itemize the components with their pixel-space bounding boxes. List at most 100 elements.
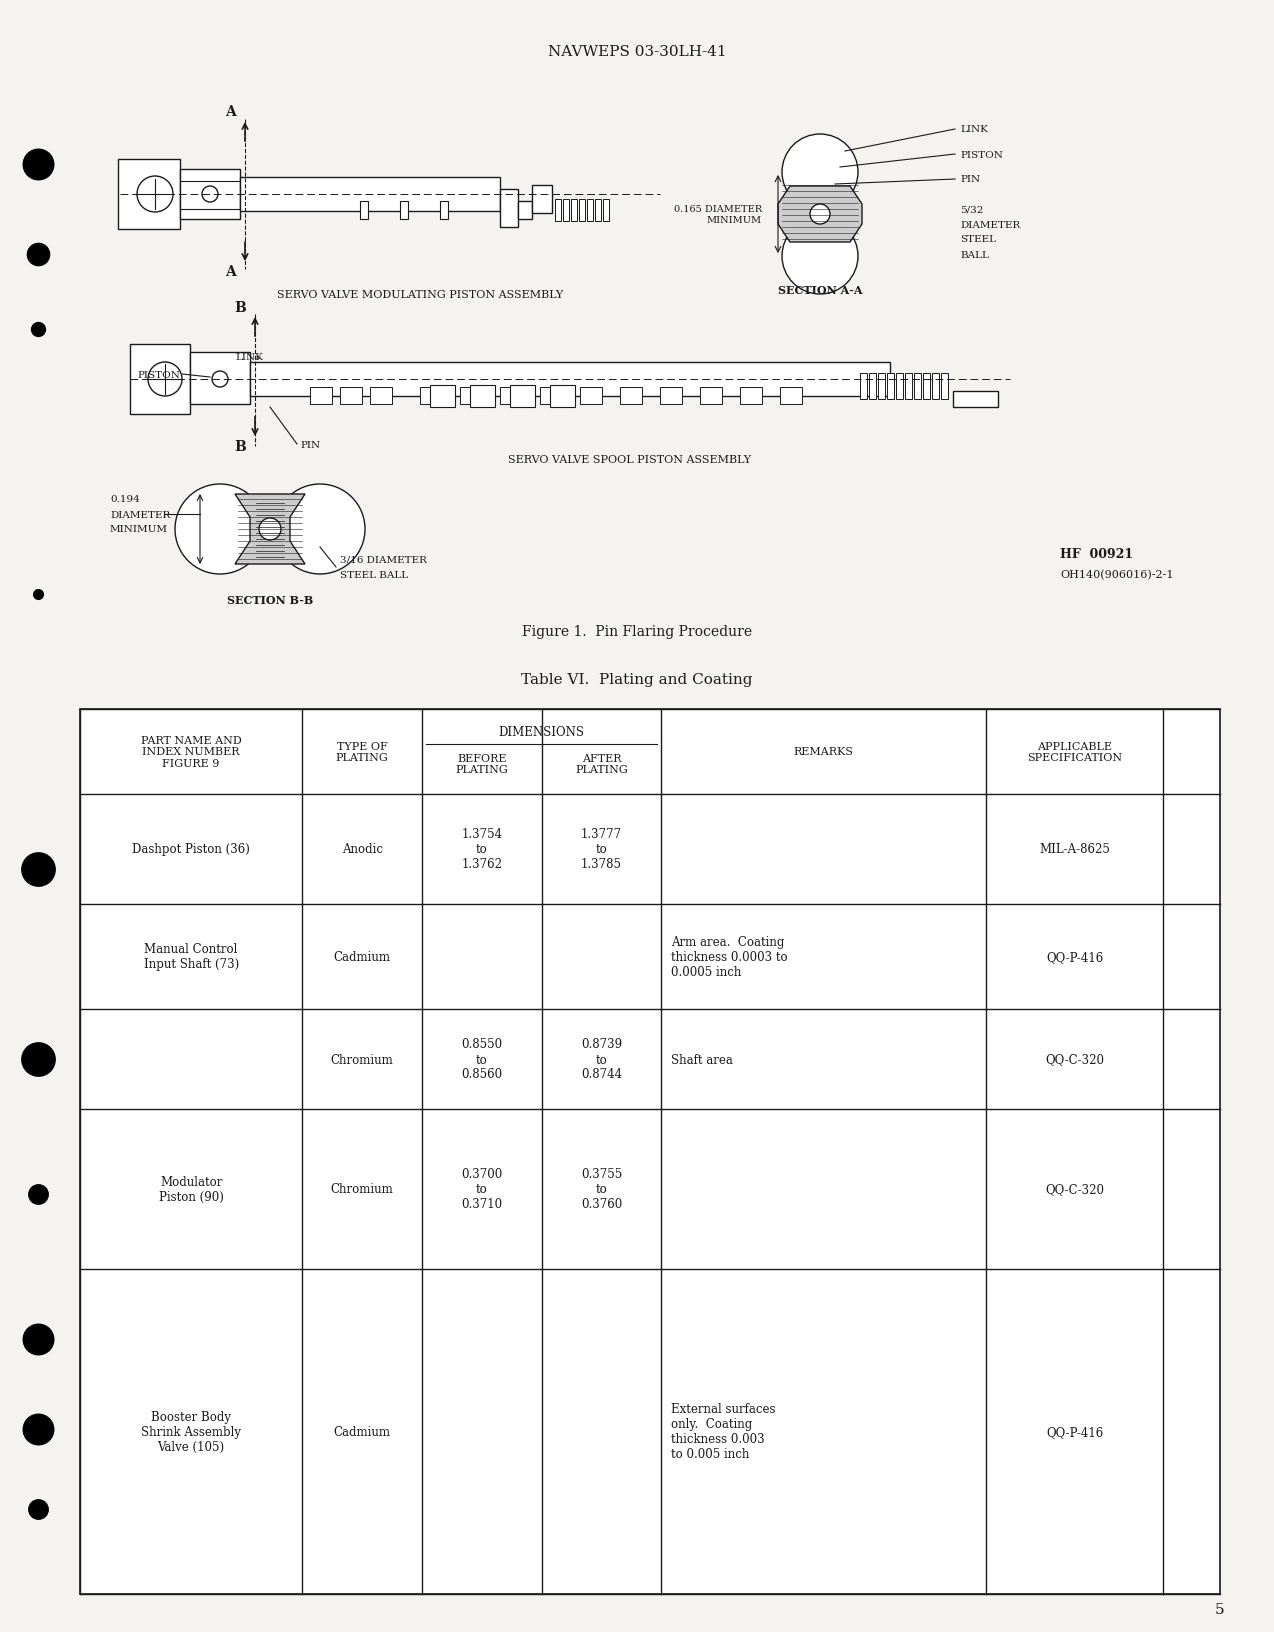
Bar <box>555 199 561 222</box>
Bar <box>369 388 392 405</box>
Text: BEFORE
PLATING: BEFORE PLATING <box>456 754 508 775</box>
Text: LINK: LINK <box>961 126 987 134</box>
Bar <box>460 388 482 405</box>
Text: Table VI.  Plating and Coating: Table VI. Plating and Coating <box>521 672 753 687</box>
Circle shape <box>148 362 182 397</box>
Bar <box>922 374 930 400</box>
Text: A: A <box>224 264 236 279</box>
Text: 1.3754
to
1.3762: 1.3754 to 1.3762 <box>461 827 502 871</box>
Bar <box>240 178 499 212</box>
Bar <box>780 388 803 405</box>
Text: Manual Control
Input Shaft (73): Manual Control Input Shaft (73) <box>144 943 238 971</box>
Bar <box>869 374 877 400</box>
Text: SECTION A-A: SECTION A-A <box>777 284 862 295</box>
Bar <box>431 385 455 408</box>
Text: SERVO VALVE SPOOL PISTON ASSEMBLY: SERVO VALVE SPOOL PISTON ASSEMBLY <box>508 455 752 465</box>
Text: SECTION B-B: SECTION B-B <box>227 594 313 605</box>
Circle shape <box>782 135 857 211</box>
Bar <box>80 710 1220 1594</box>
Text: Modulator
Piston (90): Modulator Piston (90) <box>159 1175 224 1203</box>
Text: 0.3700
to
0.3710: 0.3700 to 0.3710 <box>461 1169 502 1211</box>
Text: QQ-P-416: QQ-P-416 <box>1046 950 1103 963</box>
Bar <box>580 388 603 405</box>
Text: LINK: LINK <box>234 353 262 362</box>
Text: 1.3777
to
1.3785: 1.3777 to 1.3785 <box>581 827 622 871</box>
Text: DIAMETER: DIAMETER <box>961 220 1020 230</box>
Circle shape <box>175 485 265 574</box>
Bar <box>499 189 519 228</box>
Text: BALL: BALL <box>961 250 989 259</box>
Text: 5: 5 <box>1215 1603 1224 1616</box>
Text: External surfaces
only.  Coating
thickness 0.003
to 0.005 inch: External surfaces only. Coating thicknes… <box>671 1402 776 1461</box>
Text: QQ-P-416: QQ-P-416 <box>1046 1425 1103 1438</box>
Text: Booster Body
Shrink Assembly
Valve (105): Booster Body Shrink Assembly Valve (105) <box>141 1410 241 1452</box>
Bar <box>660 388 682 405</box>
Bar <box>310 388 333 405</box>
Text: OH140(906016)-2-1: OH140(906016)-2-1 <box>1060 570 1173 579</box>
Text: Chromium: Chromium <box>331 1053 394 1066</box>
Circle shape <box>203 188 218 202</box>
Text: APPLICABLE
SPECIFICATION: APPLICABLE SPECIFICATION <box>1027 741 1122 762</box>
Bar <box>740 388 762 405</box>
Text: Chromium: Chromium <box>331 1183 394 1196</box>
Text: SERVO VALVE MODULATING PISTON ASSEMBLY: SERVO VALVE MODULATING PISTON ASSEMBLY <box>276 290 563 300</box>
Text: PISTON: PISTON <box>138 370 180 379</box>
Bar <box>340 388 362 405</box>
Bar <box>118 160 180 230</box>
Text: MINIMUM: MINIMUM <box>110 526 168 534</box>
Bar <box>878 374 885 400</box>
Bar <box>913 374 921 400</box>
Bar <box>953 392 998 408</box>
Bar <box>887 374 894 400</box>
Text: A: A <box>224 104 236 119</box>
Text: 0.8739
to
0.8744: 0.8739 to 0.8744 <box>581 1038 622 1080</box>
Text: Anodic: Anodic <box>341 844 382 855</box>
Text: Figure 1.  Pin Flaring Procedure: Figure 1. Pin Flaring Procedure <box>522 625 752 638</box>
Text: QQ-C-320: QQ-C-320 <box>1045 1183 1105 1196</box>
Text: DIMENSIONS: DIMENSIONS <box>498 726 585 739</box>
Circle shape <box>211 372 228 388</box>
Bar <box>587 199 592 222</box>
Bar <box>941 374 948 400</box>
Bar <box>550 385 575 408</box>
Bar <box>603 199 609 222</box>
Text: 0.3755
to
0.3760: 0.3755 to 0.3760 <box>581 1169 622 1211</box>
Bar <box>470 385 496 408</box>
Bar <box>563 199 569 222</box>
Text: PIN: PIN <box>961 175 980 184</box>
Bar <box>860 374 868 400</box>
Bar <box>440 202 448 220</box>
Bar <box>933 374 939 400</box>
Text: 0.194: 0.194 <box>110 494 140 504</box>
Polygon shape <box>778 188 862 243</box>
Text: NAVWEPS 03-30LH-41: NAVWEPS 03-30LH-41 <box>548 46 726 59</box>
Bar <box>420 388 442 405</box>
Bar <box>250 362 891 397</box>
Bar <box>540 388 562 405</box>
Bar <box>190 353 250 405</box>
Text: 3/16 DIAMETER: 3/16 DIAMETER <box>340 555 427 565</box>
Text: Cadmium: Cadmium <box>334 950 391 963</box>
Text: AFTER
PLATING: AFTER PLATING <box>575 754 628 775</box>
Text: DIAMETER: DIAMETER <box>110 511 171 519</box>
Circle shape <box>138 176 173 212</box>
Bar <box>896 374 903 400</box>
Text: B: B <box>234 439 246 454</box>
Text: Cadmium: Cadmium <box>334 1425 391 1438</box>
Bar <box>699 388 722 405</box>
Text: MIL-A-8625: MIL-A-8625 <box>1040 844 1110 855</box>
Polygon shape <box>234 494 304 565</box>
Bar <box>620 388 642 405</box>
Text: PART NAME AND
INDEX NUMBER
FIGURE 9: PART NAME AND INDEX NUMBER FIGURE 9 <box>140 736 242 769</box>
Bar <box>571 199 577 222</box>
Bar <box>905 374 912 400</box>
Text: REMARKS: REMARKS <box>794 747 854 757</box>
Text: Arm area.  Coating
thickness 0.0003 to
0.0005 inch: Arm area. Coating thickness 0.0003 to 0.… <box>671 935 789 979</box>
Text: STEEL BALL: STEEL BALL <box>340 570 408 579</box>
Circle shape <box>259 519 282 540</box>
Bar <box>510 385 535 408</box>
Bar <box>361 202 368 220</box>
Bar <box>400 202 408 220</box>
Bar <box>578 199 585 222</box>
Circle shape <box>275 485 364 574</box>
